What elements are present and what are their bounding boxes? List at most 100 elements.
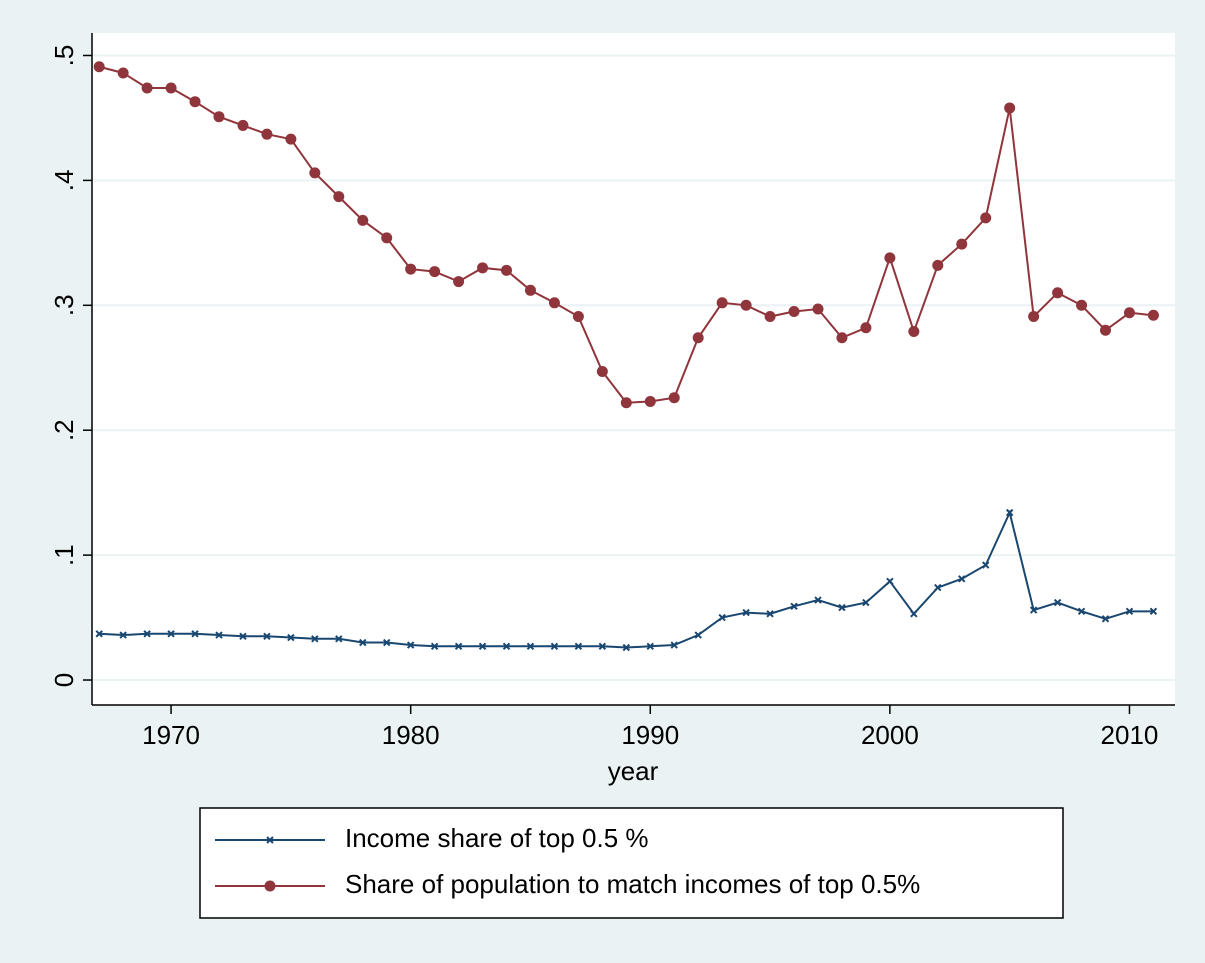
point [501, 264, 513, 276]
point [405, 263, 417, 275]
point [285, 133, 297, 145]
point [477, 262, 489, 274]
point [93, 61, 105, 73]
point [982, 561, 990, 569]
point [646, 642, 654, 651]
point [1125, 607, 1134, 616]
legend-marker [264, 880, 276, 892]
point [191, 630, 199, 638]
point [478, 642, 487, 651]
point [239, 632, 247, 641]
point [910, 610, 918, 618]
point [548, 297, 560, 309]
point [718, 613, 726, 622]
point [884, 252, 896, 264]
point [790, 602, 798, 611]
point [263, 632, 271, 641]
point [574, 642, 583, 651]
point [1149, 607, 1158, 616]
y-tick-label: .2 [49, 419, 79, 441]
x-tick-label: 1990 [621, 720, 679, 750]
point [1028, 311, 1040, 323]
point [886, 577, 894, 586]
point [550, 642, 559, 651]
point [932, 259, 944, 271]
point [165, 82, 177, 94]
point [668, 392, 680, 404]
point [526, 642, 535, 651]
point [980, 212, 992, 224]
point [620, 397, 632, 409]
point [622, 643, 631, 652]
x-axis-label: year [608, 756, 659, 786]
point [572, 311, 584, 323]
point [860, 322, 872, 334]
x-tick-label: 2010 [1101, 720, 1159, 750]
point [1123, 307, 1135, 319]
point [908, 326, 920, 338]
point [141, 82, 153, 94]
point [838, 603, 846, 612]
point [215, 631, 223, 639]
point [716, 297, 728, 309]
legend-box [199, 807, 1064, 919]
point [788, 306, 800, 318]
point [357, 214, 369, 226]
point [764, 311, 776, 323]
point [524, 284, 536, 296]
point [237, 119, 249, 131]
point [814, 596, 822, 604]
x-tick-label: 2000 [861, 720, 919, 750]
y-tick-label: .5 [49, 45, 79, 67]
point [1100, 324, 1112, 336]
point [213, 111, 225, 123]
point [836, 332, 848, 344]
point [189, 96, 201, 108]
point [167, 630, 175, 638]
point [956, 238, 968, 250]
plot-area [92, 33, 1175, 705]
point [694, 631, 702, 639]
point [1077, 607, 1086, 616]
point [958, 575, 966, 583]
point [1004, 102, 1016, 114]
point [333, 191, 345, 203]
point [1053, 598, 1062, 607]
point [812, 303, 824, 315]
legend-label: Share of population to match incomes of … [345, 869, 920, 899]
y-tick-label: .3 [49, 294, 79, 316]
point [1052, 287, 1064, 299]
point [454, 642, 463, 651]
point [117, 67, 129, 79]
legend-marker [266, 836, 274, 844]
point [311, 635, 319, 643]
x-tick-label: 1980 [382, 720, 440, 750]
point [359, 638, 367, 647]
point [429, 266, 441, 278]
point [381, 232, 393, 244]
point [692, 332, 704, 344]
point [143, 630, 151, 638]
point [934, 583, 942, 592]
y-tick-label: .1 [49, 544, 79, 566]
point [598, 642, 607, 651]
point [766, 610, 774, 618]
point [862, 598, 870, 607]
point [596, 365, 608, 377]
point [430, 642, 439, 651]
point [383, 638, 391, 647]
point [670, 641, 678, 649]
point [742, 608, 750, 617]
point [309, 167, 321, 179]
point [453, 276, 465, 288]
point [1147, 309, 1159, 321]
point [335, 635, 343, 643]
point [406, 641, 415, 649]
point [1076, 299, 1088, 311]
point [740, 299, 752, 311]
point [119, 631, 127, 639]
point [502, 642, 511, 651]
point [261, 128, 273, 140]
point [1101, 615, 1110, 623]
